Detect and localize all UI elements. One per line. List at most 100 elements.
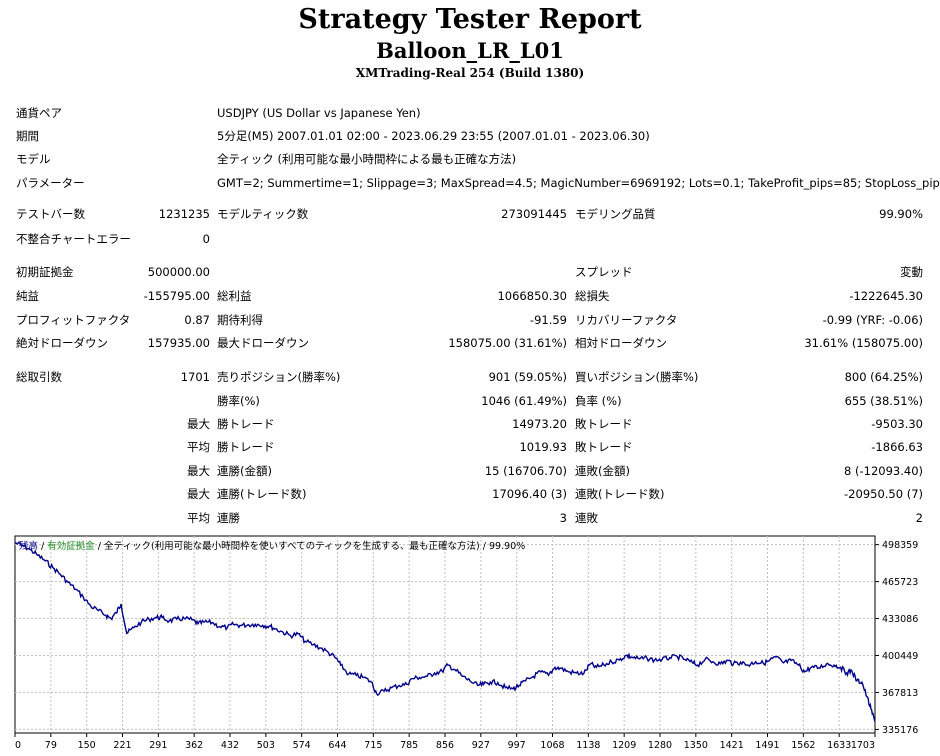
legend-model-text: 全ティック(利用可能な最小時間枠を使いすべてのティックを生成する、最も正確な方法… — [104, 540, 525, 552]
short-positions-label: 売りポジション(勝率%) — [217, 370, 341, 384]
x-tick-label: 1068 — [540, 740, 564, 751]
expected-payoff-value: -91.59 — [529, 313, 567, 327]
pair-label: 通貨ペア — [16, 106, 62, 120]
report-title: Strategy Tester Report — [298, 4, 642, 35]
avg-consec-wins-value: 3 — [559, 511, 567, 525]
legend-separator-2: / — [95, 541, 104, 552]
x-tick-label: 432 — [221, 740, 239, 751]
average-label: 平均 — [187, 440, 210, 454]
y-tick-label: 335176 — [882, 725, 918, 736]
avg-win-value: 1019.93 — [519, 440, 567, 454]
recovery-factor-value: -0.99 (YRF: -0.06) — [822, 313, 923, 327]
largest-win-value: 14973.20 — [512, 417, 567, 431]
x-tick-label: 362 — [185, 740, 203, 751]
balance-chart: 498359 465723 433086 400449 367813 335176 0 79… — [0, 535, 940, 756]
deposit-value: 500000.00 — [147, 265, 210, 279]
y-tick-label: 367813 — [882, 688, 918, 699]
max-consec-loss-label: 連敗(トレード数) — [575, 487, 665, 501]
x-tick-label: 1280 — [648, 740, 672, 751]
max-consec-loss-value: -20950.50 (7) — [844, 487, 923, 501]
spread-value: 変動 — [900, 265, 923, 279]
y-tick-label: 465723 — [882, 577, 918, 588]
loss-rate-value: 655 (38.51%) — [844, 394, 923, 408]
x-tick-label: 1209 — [612, 740, 636, 751]
errors-label: 不整合チャートエラー — [16, 232, 131, 246]
abs-drawdown-value: 157935.00 — [147, 336, 210, 350]
profit-factor-value: 0.87 — [184, 313, 210, 327]
bars-value: 1231235 — [158, 207, 210, 221]
x-tick-label: 1703 — [851, 740, 875, 751]
x-tick-label: 291 — [149, 740, 167, 751]
short-positions-value: 901 (59.05%) — [488, 370, 567, 384]
win-rate-label: 勝率(%) — [217, 394, 260, 408]
x-tick-label: 785 — [400, 740, 418, 751]
largest-win-label: 勝トレード — [217, 417, 275, 431]
gross-loss-value: -1222645.30 — [849, 289, 923, 303]
long-positions-value: 800 (64.25%) — [844, 370, 923, 384]
max-consec-label: 最大 — [187, 464, 210, 478]
loss-rate-label: 負率 (%) — [575, 394, 622, 408]
x-tick-label: 997 — [508, 740, 526, 751]
avg-loss-value: -1866.63 — [871, 440, 923, 454]
quality-value: 99.90% — [879, 207, 923, 221]
x-tick-label: 1138 — [576, 740, 600, 751]
ticks-value: 273091445 — [501, 207, 567, 221]
x-tick-label: 927 — [472, 740, 490, 751]
largest-loss-label: 敗トレード — [575, 417, 633, 431]
max-drawdown-label: 最大ドローダウン — [217, 336, 309, 350]
x-tick-label: 1562 — [791, 740, 815, 751]
avg-consec-wins-label: 連勝 — [217, 511, 240, 525]
abs-drawdown-label: 絶対ドローダウン — [16, 336, 108, 350]
total-trades-label: 総取引数 — [16, 370, 62, 384]
max-drawdown-value: 158075.00 (31.61%) — [448, 336, 567, 350]
max-consec-wins-label: 連勝(金額) — [217, 464, 272, 478]
x-tick-label: 856 — [436, 740, 454, 751]
x-tick-label: 1491 — [755, 740, 779, 751]
y-tick-label: 498359 — [882, 540, 918, 551]
server-info: XMTrading-Real 254 (Build 1380) — [355, 66, 585, 80]
deposit-label: 初期証拠金 — [16, 265, 74, 279]
net-profit-value: -155795.00 — [143, 289, 210, 303]
gross-profit-label: 総利益 — [217, 289, 252, 303]
x-tick-label: 79 — [45, 740, 57, 751]
avg-consec-losses-value: 2 — [915, 511, 923, 525]
max-consec-profit-value: 17096.40 (3) — [492, 487, 567, 501]
gross-profit-value: 1066850.30 — [497, 289, 567, 303]
net-profit-label: 純益 — [16, 289, 39, 303]
x-tick-label: 221 — [113, 740, 131, 751]
x-tick-label: 574 — [293, 740, 311, 751]
y-tick-label: 433086 — [882, 614, 918, 625]
avg-loss-label: 敗トレード — [575, 440, 633, 454]
legend-balance: 残高 — [19, 540, 38, 552]
chart-grid — [15, 536, 875, 733]
params-value: GMT=2; Summertime=1; Slippage=3; MaxSpre… — [217, 176, 940, 190]
recovery-factor-label: リカバリーファクタ — [575, 313, 678, 327]
rel-drawdown-label: 相対ドローダウン — [575, 336, 667, 350]
x-tick-label: 503 — [257, 740, 275, 751]
pair-value: USDJPY (US Dollar vs Japanese Yen) — [217, 106, 421, 120]
x-tick-label: 1633 — [827, 740, 851, 751]
spread-label: スプレッド — [575, 265, 633, 279]
max-consec-trades-label: 最大 — [187, 487, 210, 501]
y-axis-ticks: 498359 465723 433086 400449 367813 335176 — [875, 540, 918, 736]
legend-equity: 有効証拠金 — [47, 540, 95, 552]
x-tick-label: 715 — [364, 740, 382, 751]
max-consec-wins-value: 15 (16706.70) — [484, 464, 567, 478]
x-tick-label: 1421 — [720, 740, 744, 751]
long-positions-label: 買いポジション(勝率%) — [575, 370, 699, 384]
model-value: 全ティック (利用可能な最小時間枠による最も正確な方法) — [217, 152, 517, 166]
expert-name: Balloon_LR_L01 — [376, 38, 564, 63]
profit-factor-label: プロフィットファクタ — [16, 313, 131, 327]
params-label: パラメーター — [16, 176, 85, 190]
chart-legend: 残高 / 有効証拠金 / 全ティック(利用可能な最小時間枠を使いすべてのティック… — [19, 540, 525, 552]
largest-label: 最大 — [187, 417, 210, 431]
avg-consec-losses-label: 連敗 — [575, 511, 598, 525]
avg-consec-label: 平均 — [187, 511, 210, 525]
largest-loss-value: -9503.30 — [871, 417, 923, 431]
x-tick-label: 1350 — [684, 740, 708, 751]
rel-drawdown-value: 31.61% (158075.00) — [804, 336, 923, 350]
x-tick-label: 644 — [328, 740, 346, 751]
period-value: 5分足(M5) 2007.01.01 02:00 - 2023.06.29 23… — [217, 129, 650, 143]
avg-win-label: 勝トレード — [217, 440, 275, 454]
quality-label: モデリング品質 — [575, 207, 656, 221]
